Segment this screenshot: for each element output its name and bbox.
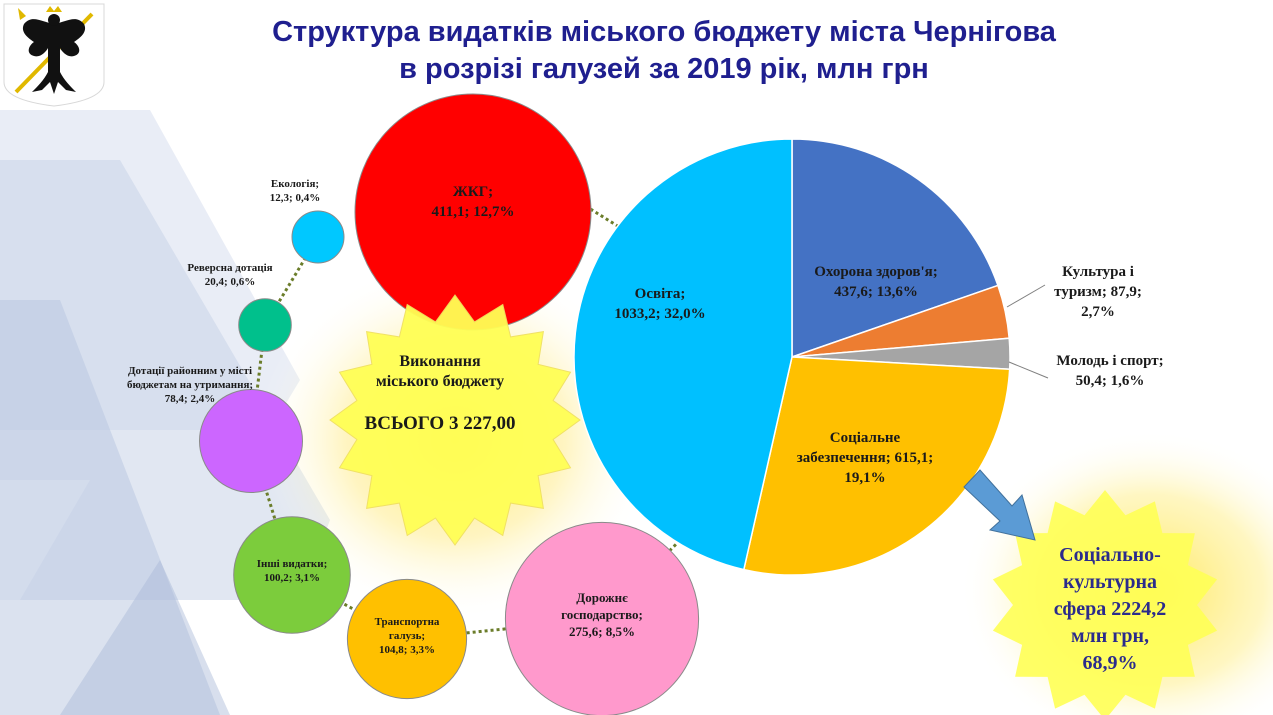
total-line-1: Виконання <box>399 353 481 370</box>
leader-line <box>1008 361 1049 379</box>
pie-label-культура-і-туризм: Культура і туризм; 87,9; 2,7% <box>1028 262 1168 322</box>
pie-chart <box>573 138 1011 576</box>
pie-label-соціальне-забезпечення-line: Соціальне <box>829 430 901 446</box>
bubble-label-екологія-line: Екологія; <box>270 178 320 190</box>
bubble-дотації-районним-у-місті-бюджетам-на-утримання <box>199 389 303 493</box>
pie-label-молодь-і-спорт-line: Молодь і спорт; <box>1056 353 1164 369</box>
total-starburst <box>329 294 581 546</box>
bubble-транспортна-галузь <box>346 578 468 700</box>
leader-lines <box>1006 284 1049 379</box>
social-cultural-callout: Соціально- культурна сфера 2224,2 млн гр… <box>1030 542 1190 677</box>
callout-line-1: Соціально- <box>1059 544 1161 566</box>
pie-label-соціальне-забезпечення: Соціальне забезпечення; 615,1; 19,1% <box>765 428 965 488</box>
bubble-label-екологія-line: 12,3; 0,4% <box>269 192 321 204</box>
bubble-label-транспортна-галузь: Транспортна галузь; 104,8; 3,3% <box>355 615 459 657</box>
title-line-1: Структура видатків міського бюджету міст… <box>272 16 1056 48</box>
bubble-label-реверсна-дотація-line: 20,4; 0,6% <box>204 276 256 288</box>
bubble-label-транспортна-галузь-line: 104,8; 3,3% <box>379 644 435 656</box>
bubble-label-інші-видатки-line: Інші видатки; <box>256 558 328 570</box>
bubble-label-жкг: ЖКГ; 411,1; 12,7% <box>393 182 553 222</box>
total-value: всього 3 227,00 <box>364 413 516 434</box>
leader-line <box>1006 284 1046 308</box>
city-crest-logo <box>3 3 105 107</box>
pie-label-освіта-line: Освіта; <box>634 286 686 302</box>
pie-label-соціальне-забезпечення-line: забезпечення; 615,1; <box>796 450 934 466</box>
pie-label-освіта-line: 1033,2; 32,0% <box>614 306 706 322</box>
bubble-label-дорожнє-господарство: Дорожнє господарство; 275,6; 8,5% <box>522 589 682 640</box>
pie-label-освіта: Освіта; 1033,2; 32,0% <box>585 284 735 324</box>
bubble-label-дотації-районним-у-місті-бюджетам-на-утримання-line: 78,4; 2,4% <box>164 393 216 405</box>
total-line-2: міського бюджету <box>375 373 505 390</box>
bubble-екологія <box>291 210 345 264</box>
bubble-label-реверсна-дотація: Реверсна дотація 20,4; 0,6% <box>160 261 300 289</box>
pie-label-соціальне-забезпечення-line: 19,1% <box>844 470 886 486</box>
bubble-label-екологія: Екологія; 12,3; 0,4% <box>240 177 350 205</box>
pie-slice-освіта <box>573 138 793 571</box>
callout-starburst <box>992 490 1218 715</box>
pie-label-культура-і-туризм-line: Культура і <box>1062 264 1134 280</box>
title-line-2: в розрізі галузей за 2019 рік, млн грн <box>399 53 929 85</box>
callout-line-5: 68,9% <box>1082 652 1138 674</box>
bubble-label-дотації-районним-у-місті-бюджетам-на-утримання: Дотації районним у місті бюджетам на утри… <box>95 364 285 406</box>
bubble-label-дотації-районним-у-місті-бюджетам-на-утримання-line: Дотації районним у місті <box>127 365 252 377</box>
bubble-label-реверсна-дотація-line: Реверсна дотація <box>187 262 273 274</box>
arrow-icon <box>963 469 1036 541</box>
bubble-label-дорожнє-господарство-line: Дорожнє <box>576 590 628 605</box>
bubble-label-транспортна-галузь-line: Транспортна <box>374 616 440 628</box>
bubble-label-інші-видатки: Інші видатки; 100,2; 3,1% <box>232 557 352 585</box>
bubble-label-жкг-line: 411,1; 12,7% <box>431 204 515 220</box>
pie-label-культура-і-туризм-line: туризм; 87,9; <box>1054 284 1142 300</box>
pie-label-культура-і-туризм-line: 2,7% <box>1081 304 1115 320</box>
pie-label-охорона-здоров-я-line: 437,6; 13,6% <box>834 284 918 300</box>
bubble-інші-видатки <box>233 516 351 634</box>
pie-label-охорона-здоров-я-line: Охорона здоров'я; <box>814 264 938 280</box>
bubble-реверсна-дотація <box>238 298 292 352</box>
bubble-дорожнє-господарство <box>504 521 700 715</box>
pie-slice-соціальне-забезпечення <box>742 356 1011 576</box>
pie-slice-охорона-здоров-я <box>791 138 999 359</box>
bubble-label-транспортна-галузь-line: галузь; <box>388 630 426 642</box>
callout-line-3: сфера 2224,2 <box>1053 598 1167 620</box>
bubble-label-жкг-line: ЖКГ; <box>452 184 494 200</box>
bubble-label-інші-видатки-line: 100,2; 3,1% <box>264 572 320 584</box>
pie-label-молодь-і-спорт: Молодь і спорт; 50,4; 1,6% <box>1030 351 1190 391</box>
bubble-label-дотації-районним-у-місті-бюджетам-на-утримання-line: бюджетам на утримання; <box>126 379 254 391</box>
pie-label-охорона-здоров-я: Охорона здоров'я; 437,6; 13,6% <box>782 262 970 302</box>
pie-label-молодь-і-спорт-line: 50,4; 1,6% <box>1075 373 1145 389</box>
callout-line-4: млн грн, <box>1070 625 1150 647</box>
total-label: Виконання міського бюджету всього 3 227,… <box>340 352 540 434</box>
bubble-label-дорожнє-господарство-line: господарство; <box>561 607 643 622</box>
callout-line-2: культурна <box>1063 571 1157 593</box>
page-title: Структура видатків міського бюджету міст… <box>180 14 1148 88</box>
bubble-label-дорожнє-господарство-line: 275,6; 8,5% <box>568 624 636 639</box>
bubble-series <box>199 93 700 715</box>
